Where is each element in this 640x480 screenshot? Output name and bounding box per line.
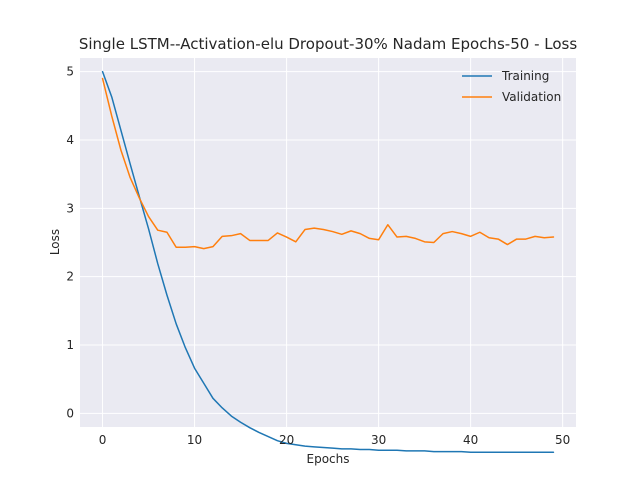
x-tick-label: 40: [463, 433, 478, 447]
x-tick-label: 0: [99, 433, 107, 447]
series-line-validation: [101, 77, 555, 250]
legend-label-training: Training: [501, 69, 549, 83]
grid-lines: [80, 58, 576, 427]
x-tick-label: 20: [279, 433, 294, 447]
x-tick-label: 30: [371, 433, 386, 447]
y-tick-label: 1: [66, 338, 74, 352]
series-lines: [101, 70, 555, 454]
series-line-training: [101, 70, 555, 454]
x-tick-label: 50: [555, 433, 570, 447]
tick-labels: 0 10 20 30 40 50 0 1 2 3 4 5: [66, 65, 570, 447]
legend-label-validation: Validation: [502, 90, 561, 104]
y-tick-label: 0: [66, 406, 74, 420]
chart-title: Single LSTM--Activation-elu Dropout-30% …: [79, 35, 577, 53]
plot-background: [80, 58, 576, 427]
y-tick-label: 3: [66, 201, 74, 215]
y-tick-label: 4: [66, 133, 74, 147]
y-axis-label: Loss: [48, 229, 62, 255]
y-tick-label: 5: [66, 65, 74, 79]
legend: Training Validation: [462, 69, 561, 104]
y-tick-label: 2: [66, 270, 74, 284]
x-axis-label: Epochs: [307, 452, 350, 466]
x-tick-label: 10: [187, 433, 202, 447]
